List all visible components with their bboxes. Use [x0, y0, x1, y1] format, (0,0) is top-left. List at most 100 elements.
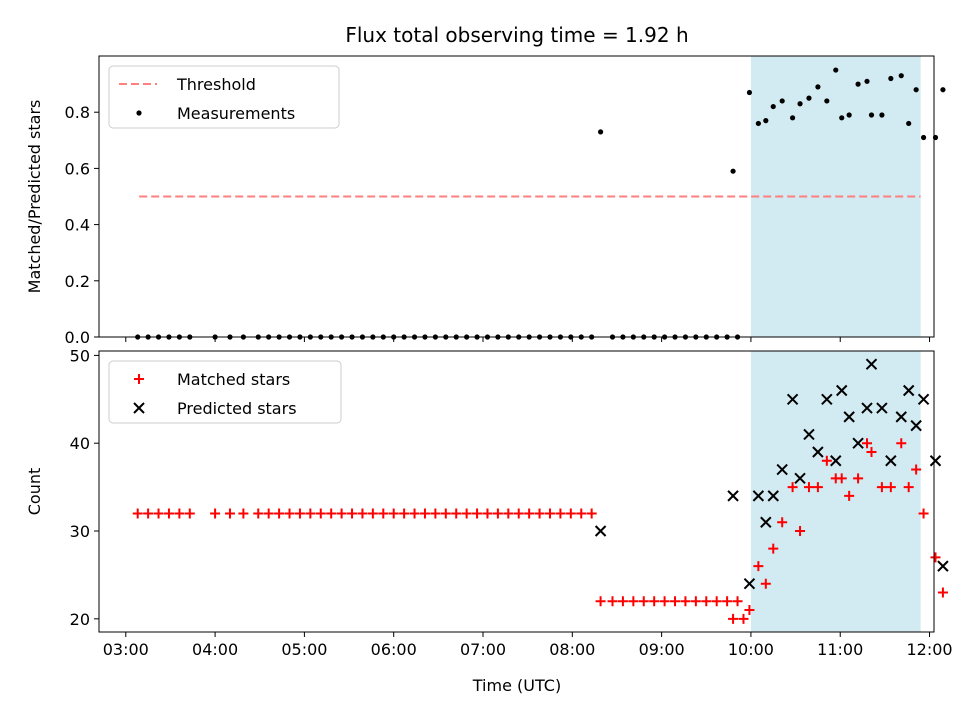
- predicted-star-marker: [821, 393, 833, 406]
- matched-star-marker: [565, 508, 576, 519]
- matched-star-marker: [451, 508, 462, 519]
- predicted-star-marker: [843, 411, 855, 423]
- matched-star-marker: [795, 526, 806, 537]
- matched-star-marker: [918, 508, 929, 519]
- matched-star-marker: [440, 508, 451, 519]
- y-tick-label: 40: [70, 434, 90, 453]
- predicted-star-marker: [727, 490, 739, 502]
- axes-frame: [98, 350, 935, 633]
- legend-plus-swatch: [134, 374, 144, 384]
- matched-star-marker: [210, 508, 221, 519]
- matched-star-marker: [777, 517, 788, 528]
- predicted-star-marker: [776, 463, 788, 476]
- predicted-star-marker: [594, 525, 607, 537]
- matched-star-marker: [753, 561, 764, 572]
- x-tick-label: 05:00: [281, 640, 327, 659]
- matched-star-marker: [263, 508, 274, 519]
- legend-dot-swatch: [136, 110, 142, 116]
- measurement-point: [730, 168, 736, 174]
- chart-title: Flux total observing time = 1.92 h: [345, 23, 688, 47]
- highlight-span: [750, 351, 921, 632]
- matched-star-marker: [253, 508, 264, 519]
- legend-box: [108, 360, 342, 424]
- predicted-star-marker: [937, 560, 949, 572]
- matched-star-marker: [315, 508, 326, 519]
- y-tick-label: 20: [70, 610, 90, 629]
- measurement-point: [846, 112, 852, 118]
- matched-star-marker: [787, 482, 798, 493]
- matched-star-marker: [744, 605, 755, 616]
- measurement-point: [597, 129, 604, 135]
- measurement-point: [806, 95, 812, 101]
- measurement-point: [940, 87, 946, 93]
- matched-star-marker: [803, 482, 814, 493]
- y-axis-label: Count: [25, 468, 44, 516]
- matched-star-marker: [555, 508, 566, 519]
- matched-star-marker: [821, 455, 832, 466]
- x-tick-label: 10:00: [728, 640, 774, 659]
- measurement-point: [797, 101, 803, 107]
- matched-star-marker: [617, 596, 628, 607]
- legend-box: [108, 65, 340, 129]
- matched-star-marker: [472, 508, 483, 519]
- matched-star-marker: [184, 508, 195, 519]
- x-tick-label: 04:00: [192, 640, 238, 659]
- matched-star-marker: [649, 596, 660, 607]
- matched-star-marker: [367, 508, 378, 519]
- matched-star-marker: [132, 508, 143, 519]
- matched-star-marker: [711, 596, 722, 607]
- predicted-star-marker: [902, 384, 915, 397]
- matched-star-marker: [378, 508, 389, 519]
- matched-star-marker: [347, 508, 358, 519]
- y-tick-label: 50: [70, 346, 90, 365]
- predicted-star-marker: [876, 402, 888, 414]
- y-tick-label: 30: [70, 522, 90, 541]
- matched-star-marker: [628, 596, 639, 607]
- measurement-point: [770, 103, 776, 110]
- matched-star-marker: [732, 596, 743, 607]
- matched-star-marker: [534, 508, 545, 519]
- predicted-star-marker: [895, 411, 907, 423]
- matched-star-marker: [153, 508, 164, 519]
- matched-star-marker: [524, 508, 535, 519]
- measurement-point: [906, 120, 912, 127]
- matched-star-marker: [862, 438, 873, 449]
- matched-star-marker: [163, 508, 174, 519]
- legend-entry-label: Threshold: [176, 75, 256, 94]
- predicted-star-marker: [752, 490, 765, 502]
- matched-star-marker: [738, 613, 749, 624]
- matched-star-marker: [760, 578, 771, 589]
- matched-star-marker: [224, 508, 235, 519]
- matched-star-marker: [461, 508, 472, 519]
- x-tick-label: 08:00: [549, 640, 595, 659]
- y-tick-label: 0.0: [65, 328, 90, 347]
- matched-star-marker: [482, 508, 493, 519]
- legend-x-swatch: [133, 402, 145, 414]
- matched-star-marker: [174, 508, 185, 519]
- matched-star-marker: [143, 508, 154, 519]
- matched-star-marker: [419, 508, 430, 519]
- matched-star-marker: [409, 508, 420, 519]
- matched-star-marker: [294, 508, 305, 519]
- matched-star-marker: [680, 596, 691, 607]
- matched-star-marker: [885, 482, 896, 493]
- matched-star-marker: [659, 596, 670, 607]
- predicted-star-marker: [803, 428, 815, 441]
- matched-star-marker: [607, 596, 618, 607]
- measurement-point: [864, 78, 870, 84]
- axes-frame: [98, 55, 935, 338]
- measurement-point: [824, 98, 830, 104]
- matched-star-marker: [812, 482, 823, 493]
- matched-star-marker: [836, 473, 847, 484]
- measurement-point: [746, 89, 753, 96]
- matched-star-marker: [690, 596, 701, 607]
- legend-entry-label: Measurements: [177, 104, 295, 123]
- matched-star-marker: [768, 543, 779, 554]
- measurement-point: [898, 73, 904, 79]
- matched-star-marker: [670, 596, 681, 607]
- matched-star-marker: [853, 473, 864, 484]
- measurement-point: [868, 112, 875, 118]
- measurement-point: [839, 115, 845, 121]
- matched-star-marker: [937, 587, 948, 598]
